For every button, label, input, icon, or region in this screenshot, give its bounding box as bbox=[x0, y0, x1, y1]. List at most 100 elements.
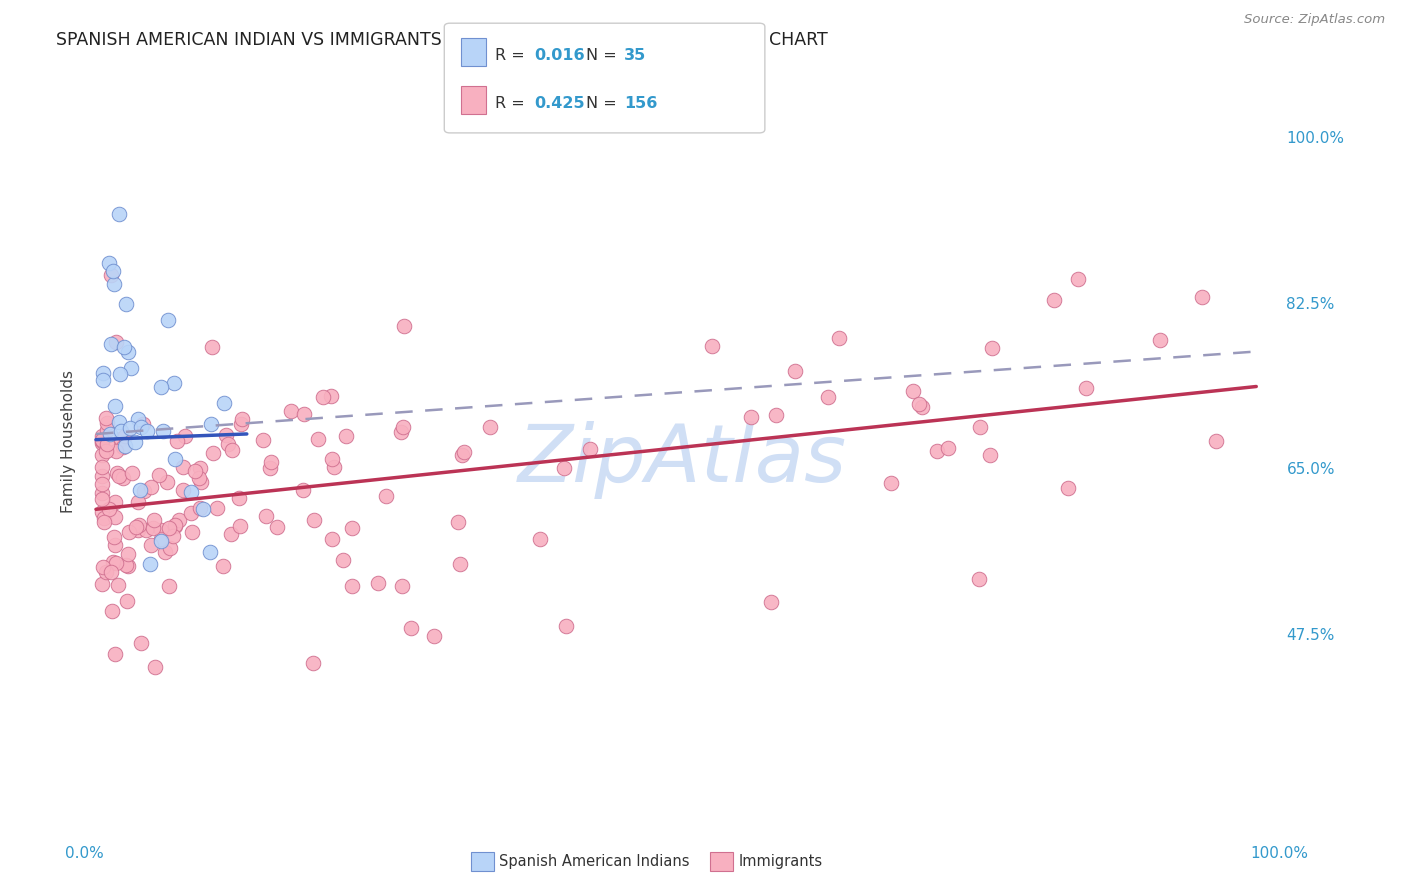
Point bbox=[165, 518, 187, 533]
Point bbox=[91, 492, 114, 507]
Text: R =: R = bbox=[495, 48, 530, 63]
Point bbox=[90, 429, 112, 443]
Point bbox=[740, 410, 762, 425]
Point bbox=[342, 520, 364, 534]
Point bbox=[166, 434, 188, 449]
Point bbox=[453, 445, 475, 459]
Point bbox=[1076, 381, 1098, 395]
Point bbox=[221, 527, 243, 541]
Point bbox=[231, 411, 253, 425]
Point bbox=[911, 401, 934, 415]
Point bbox=[100, 566, 122, 580]
Text: 35: 35 bbox=[624, 48, 647, 63]
Point bbox=[91, 366, 114, 380]
Point bbox=[96, 417, 118, 431]
Point bbox=[117, 558, 139, 573]
Point bbox=[157, 521, 180, 535]
Point bbox=[90, 460, 112, 475]
Point bbox=[156, 475, 179, 490]
Point bbox=[254, 509, 277, 524]
Text: 156: 156 bbox=[624, 96, 658, 112]
Point bbox=[90, 468, 112, 483]
Point bbox=[555, 618, 578, 632]
Text: R =: R = bbox=[495, 96, 530, 112]
Point bbox=[110, 433, 132, 447]
Point bbox=[120, 361, 142, 376]
Point bbox=[423, 629, 446, 643]
Point bbox=[321, 532, 343, 546]
Text: Immigrants: Immigrants bbox=[738, 855, 823, 869]
Point bbox=[212, 396, 235, 410]
Point bbox=[375, 489, 398, 503]
Point bbox=[139, 558, 162, 572]
Point bbox=[157, 579, 180, 593]
Point bbox=[765, 408, 787, 422]
Point bbox=[201, 340, 224, 354]
Point bbox=[221, 442, 243, 457]
Point bbox=[104, 647, 127, 661]
Point bbox=[127, 412, 149, 426]
Point bbox=[103, 530, 125, 544]
Point bbox=[389, 425, 412, 439]
Point bbox=[367, 576, 389, 591]
Point bbox=[783, 364, 806, 378]
Point bbox=[180, 484, 202, 499]
Point bbox=[188, 471, 211, 485]
Point bbox=[132, 484, 155, 499]
Point bbox=[880, 476, 903, 491]
Point bbox=[101, 556, 124, 570]
Point bbox=[150, 523, 173, 537]
Point bbox=[90, 577, 112, 591]
Point bbox=[401, 621, 423, 635]
Point bbox=[91, 560, 114, 574]
Point bbox=[174, 429, 197, 443]
Point bbox=[96, 423, 118, 437]
Point bbox=[184, 465, 207, 479]
Point bbox=[90, 436, 112, 450]
Point bbox=[152, 424, 174, 438]
Point bbox=[107, 415, 129, 429]
Point bbox=[114, 428, 136, 442]
Point bbox=[828, 331, 851, 345]
Point bbox=[105, 334, 128, 349]
Point bbox=[198, 545, 221, 559]
Point bbox=[112, 440, 135, 454]
Point bbox=[449, 557, 471, 571]
Point bbox=[280, 403, 302, 417]
Text: ZipAtlas: ZipAtlas bbox=[517, 422, 846, 500]
Point bbox=[1057, 482, 1080, 496]
Point bbox=[259, 461, 281, 475]
Point bbox=[110, 424, 132, 438]
Point bbox=[259, 455, 281, 469]
Point bbox=[301, 657, 323, 671]
Point bbox=[114, 558, 136, 572]
Point bbox=[292, 483, 315, 498]
Point bbox=[163, 376, 186, 391]
Point bbox=[188, 501, 211, 516]
Text: N =: N = bbox=[586, 96, 623, 112]
Point bbox=[98, 256, 121, 270]
Point bbox=[292, 407, 315, 421]
Point bbox=[447, 516, 470, 530]
Point bbox=[107, 577, 129, 591]
Point bbox=[103, 264, 125, 278]
Point bbox=[129, 483, 152, 497]
Text: 100.0%: 100.0% bbox=[1286, 131, 1344, 145]
Point bbox=[201, 446, 224, 460]
Point bbox=[167, 513, 190, 527]
Point bbox=[91, 373, 114, 387]
Text: 100.0%: 100.0% bbox=[1250, 846, 1309, 861]
Point bbox=[118, 524, 141, 539]
Point bbox=[180, 524, 202, 539]
Point bbox=[94, 410, 117, 425]
Point bbox=[121, 467, 143, 481]
Point bbox=[190, 475, 212, 490]
Point bbox=[127, 495, 149, 509]
Point bbox=[340, 579, 363, 593]
Point bbox=[132, 417, 155, 431]
Point bbox=[115, 297, 138, 311]
Point bbox=[218, 436, 240, 450]
Point bbox=[104, 538, 127, 552]
Point bbox=[214, 427, 236, 442]
Point bbox=[1043, 293, 1066, 307]
